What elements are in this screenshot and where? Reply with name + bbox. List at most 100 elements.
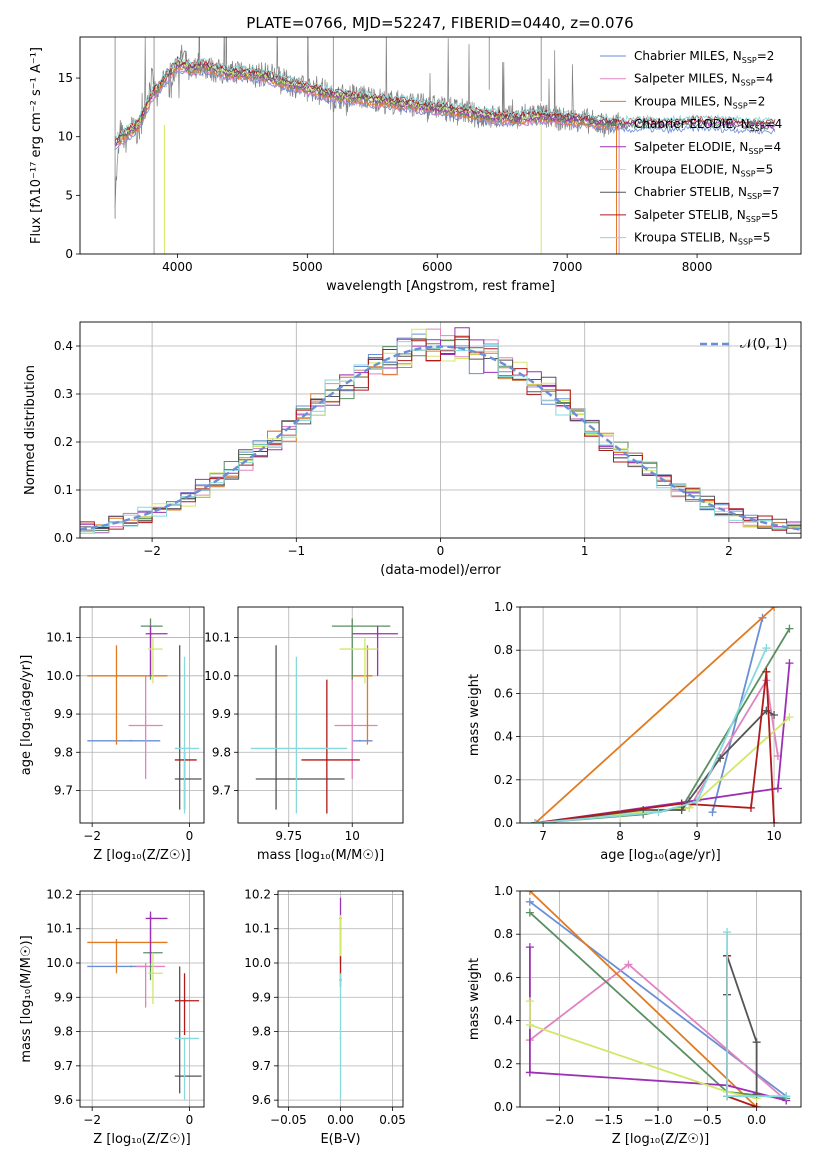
mass-vs-extinction-panel: −0.05 0.00 0.05 9.6 9.7 9.8 9.9 10.0 10.1 10.2 E(B…	[244, 887, 406, 1147]
weight-marker	[654, 808, 663, 817]
residuals-panel: −2 −1 0 1 2 0.0 0.1 0.2 0.3 0.4 (data-model)/error…	[23, 321, 802, 578]
x-tick-label: 1	[581, 544, 589, 558]
y-tick-label: 10.2	[244, 887, 271, 901]
y-tick-label: 9.7	[252, 1059, 271, 1073]
x-tick-label: 5000	[292, 260, 323, 274]
y-tick-label: 0.8	[494, 643, 513, 657]
weight-marker	[525, 943, 534, 952]
model-spectrum	[114, 66, 620, 148]
x-tick-label: 9.75	[275, 829, 302, 843]
x-tick-label: −1	[287, 544, 305, 558]
weight-marker	[531, 819, 540, 823]
axes-frame	[79, 36, 802, 255]
legend-label: Salpeter STELIB, NSSP=5	[634, 208, 778, 224]
legend-label: Salpeter ELODIE, NSSP=4	[634, 140, 781, 156]
mass-vs-extinction-panel-plot-area	[339, 897, 342, 1101]
spectrum-panel: 4000 5000 6000 7000 8000 0 5 10 15 wavelength [An…	[29, 36, 802, 294]
y-tick-label: 0.4	[494, 730, 513, 744]
weight-marker	[785, 624, 794, 633]
x-tick-label: 7000	[552, 260, 583, 274]
data-point	[325, 758, 328, 761]
y-axis-label: mass weight	[467, 958, 482, 1040]
legend-label: Kroupa MILES, NSSP=2	[634, 94, 765, 110]
x-tick-label: 0	[186, 829, 194, 843]
weight-marker	[770, 819, 779, 823]
weight-marker	[785, 713, 794, 722]
mass-weight-vs-age-panel: 7 8 9 10 0.0 0.2 0.4 0.6 0.8 1.0 age [log₁₀(age/yr…	[467, 600, 802, 863]
y-tick-label: 9.6	[54, 1093, 73, 1107]
y-tick-label: 0.2	[54, 435, 73, 449]
x-tick-label: −2	[143, 544, 161, 558]
weight-line	[535, 647, 768, 823]
age-vs-metallicity-panel-plot-area	[87, 618, 202, 814]
weight-marker	[752, 1103, 761, 1107]
spectrum-plot-area	[114, 37, 776, 254]
y-tick-label: 0	[65, 247, 73, 261]
y-tick-label: 9.9	[212, 707, 231, 721]
model-spectrum	[114, 69, 776, 151]
y-tick-label: 10	[58, 130, 73, 144]
x-tick-label: 0	[186, 1113, 194, 1127]
y-tick-label: 0.2	[494, 1057, 513, 1071]
axes-frame	[79, 890, 205, 1108]
y-tick-label: 10.0	[46, 956, 73, 970]
x-tick-label: −2	[83, 829, 101, 843]
weight-marker	[525, 897, 534, 906]
residual-histogram	[80, 341, 801, 534]
mass-weight-vs-metallicity-panel: −2.0 −1.5 −1.0 −0.5 0.0 0.0 0.2 0.4 0.6 0.8 1.0 Z […	[467, 884, 802, 1147]
weight-marker	[525, 997, 534, 1006]
data-point	[295, 747, 298, 750]
y-tick-label: 9.8	[212, 745, 231, 759]
x-tick-label: 10	[345, 829, 360, 843]
y-tick-label: 0.4	[494, 1014, 513, 1028]
figure-title: PLATE=0766, MJD=52247, FIBERID=0440, z=0…	[246, 14, 633, 32]
x-axis-label: age [log₁₀(age/yr)]	[600, 848, 721, 863]
data-point	[358, 739, 361, 742]
legend-label: Kroupa STELIB, NSSP=5	[634, 231, 771, 247]
y-axis-label: mass [log₁₀(M/M☉)]	[19, 935, 34, 1062]
y-axis-label: age [log₁₀(age/yr)]	[19, 655, 34, 776]
weight-marker	[746, 803, 755, 812]
x-axis-label: E(B-V)	[320, 1132, 360, 1147]
legend-label: Chabrier MILES, NSSP=2	[634, 49, 774, 65]
y-tick-label: 10.0	[46, 669, 73, 683]
y-tick-label: 9.8	[54, 1025, 73, 1039]
y-tick-label: 10.1	[46, 631, 73, 645]
x-tick-label: 8	[616, 829, 624, 843]
x-axis-label: Z [log₁₀(Z/Z☉)]	[93, 1132, 190, 1147]
legend-label: 𝒩(0, 1)	[740, 337, 787, 352]
y-axis-label: Normed distribution	[23, 365, 38, 495]
data-point	[376, 632, 379, 635]
y-tick-label: 9.6	[252, 1093, 271, 1107]
x-axis-label: Z [log₁₀(Z/Z☉)]	[93, 848, 190, 863]
y-tick-label: 9.8	[252, 1025, 271, 1039]
axes-frame	[519, 890, 802, 1108]
weight-marker	[770, 711, 779, 719]
age-vs-mass-panel-plot-area	[250, 618, 398, 814]
data-point	[144, 965, 147, 968]
y-tick-label: 10.0	[244, 956, 271, 970]
axes-frame	[79, 321, 802, 539]
weight-marker	[770, 607, 779, 611]
y-tick-label: 0.0	[494, 1100, 513, 1114]
y-tick-label: 10.0	[204, 669, 231, 683]
y-tick-label: 10.1	[244, 922, 271, 936]
data-point	[183, 1037, 186, 1040]
y-tick-label: 0.0	[54, 531, 73, 545]
weight-line	[535, 671, 775, 823]
y-tick-label: 10.1	[46, 922, 73, 936]
x-tick-label: 0.05	[379, 1113, 406, 1127]
age-vs-mass-panel: 9.75 10 9.7 9.8 9.9 10.0 10.1 mass [log₁₀(M/M☉)…	[204, 606, 404, 863]
mass-vs-metallicity-panel-plot-area	[87, 911, 202, 1101]
mass-weight-vs-age-panel-plot-area	[531, 607, 794, 823]
weight-marker	[773, 784, 782, 793]
y-tick-label: 5	[65, 188, 73, 202]
x-tick-label: 10	[766, 829, 781, 843]
model-spectrum	[114, 65, 620, 147]
x-axis-label: (data-model)/error	[380, 563, 501, 578]
y-tick-label: 9.9	[54, 707, 73, 721]
weight-marker	[525, 891, 534, 895]
x-tick-label: 2	[725, 544, 733, 558]
x-tick-label: −0.5	[693, 1113, 722, 1127]
y-tick-label: 9.7	[212, 784, 231, 798]
